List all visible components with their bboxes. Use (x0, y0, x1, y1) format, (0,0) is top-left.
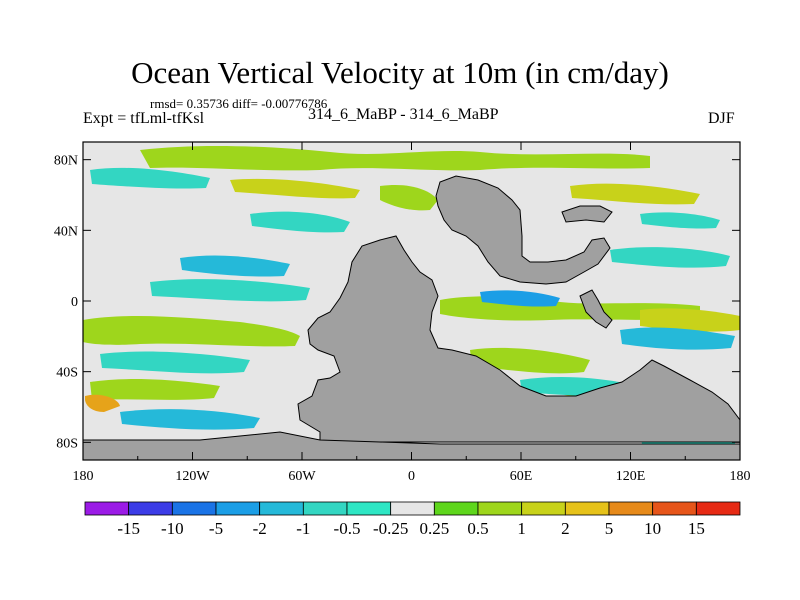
colorbar-swatch (259, 501, 304, 516)
x-tick-label: 120W (175, 469, 210, 484)
patch-so-orange (85, 394, 120, 412)
colorbar-swatch (521, 501, 566, 516)
colorbar-label: -5 (209, 519, 223, 538)
experiment-label: Expt = tfLml-tfKsl (83, 110, 205, 127)
x-tick-label: 60W (288, 469, 316, 484)
colorbar-swatch (171, 501, 217, 516)
chart-subtitle: rmsd= 0.35736 diff= -0.00776786 (150, 96, 328, 111)
patch-arctic-green (140, 145, 650, 171)
y-tick-label: 80S (56, 436, 78, 451)
colorbar-swatch (128, 501, 173, 516)
center-label: 314_6_MaBP - 314_6_MaBP (308, 106, 499, 123)
colorbar-label: -10 (161, 519, 184, 538)
patch-sepac-cyan (100, 351, 250, 374)
patch-nepac-cyan (180, 255, 290, 277)
patch-wpac-blue (620, 327, 735, 350)
ocean-field (83, 145, 740, 460)
x-tick-label: 180 (730, 469, 751, 484)
colorbar-swatch (215, 501, 261, 516)
colorbar-label: -0.5 (334, 519, 361, 538)
axis-ticks (82, 142, 741, 460)
patch-pac-cyan (610, 247, 730, 268)
colorbar (84, 501, 741, 516)
x-tick-label: 60E (510, 469, 533, 484)
colorbar-swatch (433, 501, 479, 516)
colorbar-swatch (695, 501, 741, 516)
land-east-asia (561, 205, 613, 223)
colorbar-swatch (346, 501, 392, 516)
patch-arctic-cyan (90, 167, 210, 189)
patch-wpac-yellow (640, 308, 740, 332)
patch-npac2-cyan (640, 212, 720, 229)
patch-sio-green (470, 347, 590, 374)
colorbar-swatch (84, 501, 130, 516)
land-americas (297, 235, 740, 443)
colorbar-swatch (302, 501, 348, 516)
colorbar-label: -2 (253, 519, 267, 538)
patch-pac-eq-green (83, 316, 300, 347)
colorbar-label: 1 (517, 519, 526, 538)
colorbar-label: -0.25 (373, 519, 408, 538)
patch-npac-cyan (250, 211, 350, 233)
colorbar-labels: -15 -10 -5 -2 -1 -0.5 -0.25 0.25 0.5 1 2 5 10 15 (117, 519, 705, 538)
colorbar-swatch (652, 501, 697, 516)
patch-so-cyan (120, 409, 260, 430)
x-tick-label: 0 (408, 469, 415, 484)
x-tick-label: 120E (616, 469, 646, 484)
colorbar-label: 15 (688, 519, 705, 538)
land-antarctica (83, 431, 740, 460)
colorbar-swatch (564, 501, 610, 516)
patch-eqpac-cyan (150, 279, 310, 302)
colorbar-label: -15 (117, 519, 140, 538)
chart-title: Ocean Vertical Velocity at 10m (in cm/da… (131, 55, 669, 90)
season-label: DJF (708, 110, 735, 127)
colorbar-label: 10 (644, 519, 661, 538)
patch-io-blue (480, 290, 560, 307)
x-tick-label: 180 (73, 469, 94, 484)
colorbar-label: 0.5 (467, 519, 488, 538)
y-tick-label: 80N (54, 154, 78, 169)
patch-natl-green (380, 184, 438, 211)
axis-labels: 180 120W 60W 0 60E 120E 180 80N 40N 0 40S 80S (54, 154, 751, 484)
land-maritime (579, 289, 613, 329)
colorbar-swatch (608, 501, 654, 516)
colorbar-label: 5 (605, 519, 614, 538)
patch-spac-green (90, 379, 220, 400)
colorbar-swatch (390, 501, 435, 516)
colorbar-label: 0.25 (419, 519, 449, 538)
y-tick-label: 0 (71, 295, 78, 310)
colorbar-label: 2 (561, 519, 570, 538)
y-tick-label: 40S (56, 366, 78, 381)
patch-npac-yellow (570, 183, 700, 205)
land-eurasia (435, 175, 611, 285)
colorbar-label: -1 (296, 519, 310, 538)
y-tick-label: 40N (54, 224, 78, 239)
patch-npac-green (230, 178, 360, 199)
colorbar-swatch (477, 501, 523, 516)
